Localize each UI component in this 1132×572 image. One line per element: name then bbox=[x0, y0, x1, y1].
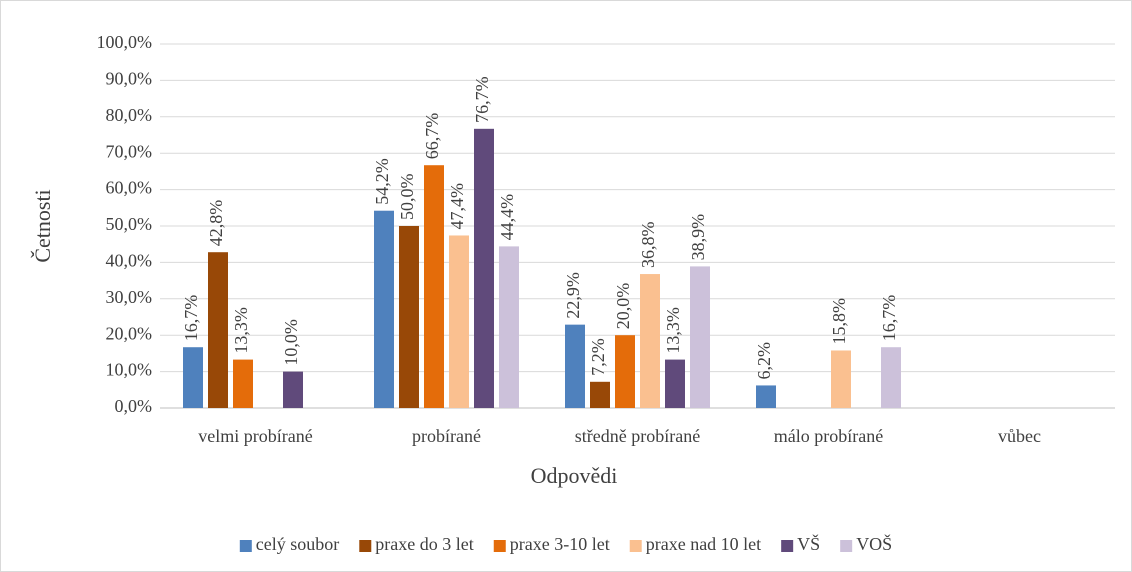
data-label: 66,7% bbox=[422, 113, 442, 160]
x-tick-label: velmi probírané bbox=[198, 426, 312, 446]
legend-label: celý soubor bbox=[256, 534, 339, 554]
y-axis-title: Četnosti bbox=[30, 189, 55, 262]
y-tick-label: 50,0% bbox=[106, 214, 153, 234]
y-tick-label: 80,0% bbox=[106, 105, 153, 125]
data-label: 42,8% bbox=[206, 200, 226, 247]
legend-swatch bbox=[493, 540, 506, 552]
data-label: 44,4% bbox=[497, 194, 517, 241]
bar bbox=[640, 274, 660, 408]
y-tick-label: 20,0% bbox=[106, 323, 153, 343]
legend-swatch bbox=[840, 540, 853, 552]
data-label: 7,2% bbox=[588, 338, 608, 376]
bar bbox=[424, 165, 444, 408]
data-label: 54,2% bbox=[372, 158, 392, 205]
y-tick-label: 0,0% bbox=[115, 396, 153, 416]
data-label: 6,2% bbox=[754, 342, 774, 380]
y-tick-label: 70,0% bbox=[106, 141, 153, 161]
data-label: 20,0% bbox=[613, 283, 633, 330]
bar bbox=[283, 371, 303, 408]
x-tick-label: vůbec bbox=[998, 426, 1041, 446]
x-tick-label: středně probírané bbox=[575, 426, 700, 446]
bar bbox=[208, 252, 228, 408]
data-label: 38,9% bbox=[688, 214, 708, 261]
x-tick-label: málo probírané bbox=[774, 426, 883, 446]
data-label: 13,3% bbox=[663, 307, 683, 354]
data-label: 22,9% bbox=[563, 272, 583, 319]
bar bbox=[565, 324, 585, 408]
bar bbox=[233, 359, 253, 408]
bar bbox=[665, 359, 685, 408]
legend-swatch bbox=[629, 540, 642, 552]
bar bbox=[690, 266, 710, 408]
bar bbox=[474, 128, 494, 408]
bar bbox=[590, 381, 610, 408]
legend-label: praxe 3-10 let bbox=[510, 534, 610, 554]
bar bbox=[183, 347, 203, 408]
bar bbox=[881, 347, 901, 408]
bar bbox=[499, 246, 519, 408]
bar bbox=[374, 210, 394, 408]
data-label: 16,7% bbox=[879, 295, 899, 342]
bar bbox=[756, 385, 776, 408]
bar bbox=[831, 350, 851, 408]
y-tick-label: 90,0% bbox=[106, 69, 153, 89]
data-label: 15,8% bbox=[829, 298, 849, 345]
y-tick-label: 40,0% bbox=[106, 251, 153, 271]
data-label: 47,4% bbox=[447, 183, 467, 229]
x-tick-label: probírané bbox=[412, 426, 481, 446]
legend-label: praxe do 3 let bbox=[375, 534, 473, 554]
y-tick-label: 10,0% bbox=[106, 360, 153, 380]
data-label: 13,3% bbox=[231, 307, 251, 354]
y-tick-label: 60,0% bbox=[106, 178, 153, 198]
x-axis-title: Odpovědi bbox=[531, 463, 618, 488]
data-label: 16,7% bbox=[181, 295, 201, 342]
legend-label: VOŠ bbox=[856, 533, 892, 554]
data-label: 76,7% bbox=[472, 76, 492, 123]
bar bbox=[399, 226, 419, 408]
legend-swatch bbox=[781, 540, 794, 552]
bar bbox=[449, 235, 469, 408]
data-label: 50,0% bbox=[397, 174, 417, 221]
legend-swatch bbox=[359, 540, 372, 552]
legend-label: praxe nad 10 let bbox=[646, 534, 761, 554]
legend-swatch bbox=[239, 540, 252, 552]
data-label: 36,8% bbox=[638, 222, 658, 269]
y-tick-label: 100,0% bbox=[97, 32, 153, 52]
legend-label: VŠ bbox=[797, 533, 820, 554]
bar bbox=[615, 335, 635, 408]
y-tick-label: 30,0% bbox=[106, 287, 153, 307]
data-label: 10,0% bbox=[281, 319, 301, 366]
